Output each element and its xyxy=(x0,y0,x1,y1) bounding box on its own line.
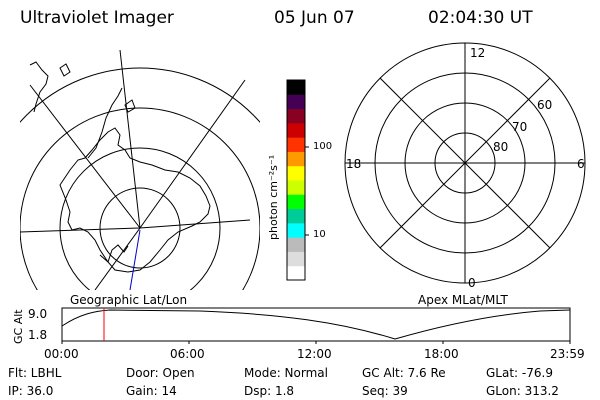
lat-circle-inner xyxy=(99,187,181,269)
time-label: 02:04:30 UT xyxy=(428,8,533,28)
gc-alt-info: GC Alt: 7.6 Re xyxy=(362,366,446,380)
satellite-track xyxy=(129,229,141,290)
dsp-info: Dsp: 1.8 xyxy=(244,384,295,398)
filter-info: Flt: LBHL xyxy=(8,366,62,380)
altitude-plot-frame xyxy=(61,307,571,342)
mlt-label-12: 12 xyxy=(470,46,486,60)
colorbar-swatch xyxy=(287,251,305,267)
mlt-label-0: 0 xyxy=(468,276,476,290)
mlat-label-70: 70 xyxy=(512,120,528,134)
apex-label: Apex MLat/MLT xyxy=(418,293,508,307)
colorbar-unit-label: photon cm⁻²s⁻¹ xyxy=(267,154,280,240)
date-label: 05 Jun 07 xyxy=(274,8,355,28)
colorbar-swatch xyxy=(287,208,305,224)
altitude-ytick-9: 9.0 xyxy=(28,307,48,321)
time-tick-1200: 12:00 xyxy=(297,347,332,361)
time-tick-0000: 00:00 xyxy=(44,347,79,361)
south-america-coastline xyxy=(29,61,49,113)
colorbar-swatch xyxy=(287,237,305,252)
time-tick-2359: 23:59 xyxy=(550,347,585,361)
mlat-label-80: 80 xyxy=(493,140,509,154)
altitude-plot xyxy=(61,307,571,344)
colorbar-swatch xyxy=(287,80,305,95)
meridian-line xyxy=(139,79,246,229)
colorbar-swatch xyxy=(287,222,305,238)
island-coastline xyxy=(59,63,71,77)
glon-info: GLon: 313.2 xyxy=(486,384,559,398)
colorbar-swatch xyxy=(287,108,305,124)
mlat-label-60: 60 xyxy=(537,98,553,112)
geographic-label: Geographic Lat/Lon xyxy=(70,293,188,307)
colorbar-swatch xyxy=(287,194,305,210)
door-info: Door: Open xyxy=(126,366,195,380)
colorbar-tick-100: 100 xyxy=(313,141,333,152)
instrument-title: Ultraviolet Imager xyxy=(20,8,174,28)
antarctica-coastline xyxy=(59,127,211,273)
mode-info: Mode: Normal xyxy=(244,366,328,380)
time-tick-1800: 18:00 xyxy=(424,347,459,361)
island-coastline xyxy=(124,99,136,113)
peninsula-coastline xyxy=(87,87,123,159)
colorbar-swatch xyxy=(287,265,305,281)
gain-info: Gain: 14 xyxy=(126,384,177,398)
meridian-line xyxy=(94,227,141,290)
meridian-line xyxy=(20,227,141,233)
time-tick-0600: 06:00 xyxy=(170,347,205,361)
colorbar-swatch xyxy=(287,137,305,152)
geographic-map xyxy=(20,49,260,290)
colorbar-swatch xyxy=(287,180,305,195)
colorbar xyxy=(286,79,309,281)
ice-shelf-coastline xyxy=(99,244,129,263)
altitude-ylabel: GC Alt xyxy=(12,309,25,344)
lat-circle-edge xyxy=(20,67,260,123)
colorbar-swatch xyxy=(287,94,305,110)
mlt-line-diag xyxy=(379,77,551,249)
ip-info: IP: 36.0 xyxy=(8,384,54,398)
colorbar-tick-10: 10 xyxy=(313,229,326,240)
meridian-line xyxy=(29,84,141,229)
meridian-line xyxy=(119,49,141,229)
mlt-label-6: 6 xyxy=(577,157,585,171)
lat-circle-mid xyxy=(59,147,221,290)
colorbar-frame xyxy=(286,79,306,281)
colorbar-swatch xyxy=(287,122,305,138)
magnetic-map xyxy=(344,42,586,284)
mlt-label-18: 18 xyxy=(346,157,362,171)
seq-info: Seq: 39 xyxy=(362,384,408,398)
colorbar-swatch xyxy=(287,165,305,181)
colorbar-swatch xyxy=(287,151,305,167)
glat-info: GLat: -76.9 xyxy=(486,366,553,380)
altitude-curve xyxy=(61,309,571,340)
lat-circle-outer xyxy=(20,107,260,290)
altitude-ytick-1-8: 1.8 xyxy=(28,328,48,342)
